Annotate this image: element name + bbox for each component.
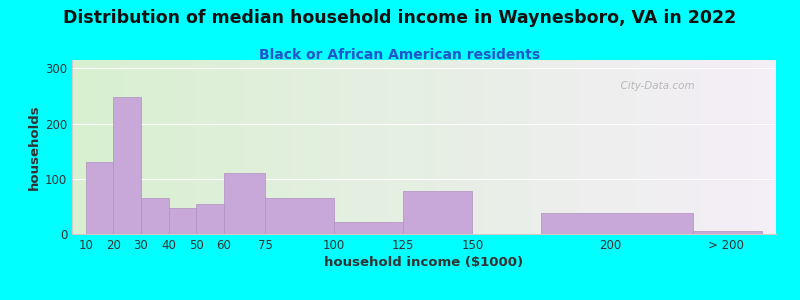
- Text: Black or African American residents: Black or African American residents: [259, 48, 541, 62]
- Bar: [334, 222, 403, 234]
- Text: City-Data.com: City-Data.com: [614, 81, 694, 91]
- Bar: [196, 204, 224, 234]
- Bar: [86, 162, 114, 234]
- X-axis label: household income ($1000): household income ($1000): [325, 256, 523, 269]
- Bar: [114, 97, 141, 234]
- Bar: [542, 213, 693, 234]
- Bar: [693, 231, 762, 234]
- Bar: [403, 191, 472, 234]
- Text: Distribution of median household income in Waynesboro, VA in 2022: Distribution of median household income …: [63, 9, 737, 27]
- Bar: [141, 198, 169, 234]
- Y-axis label: households: households: [28, 104, 41, 190]
- Bar: [224, 173, 266, 234]
- Bar: [169, 208, 196, 234]
- Bar: [266, 198, 334, 234]
